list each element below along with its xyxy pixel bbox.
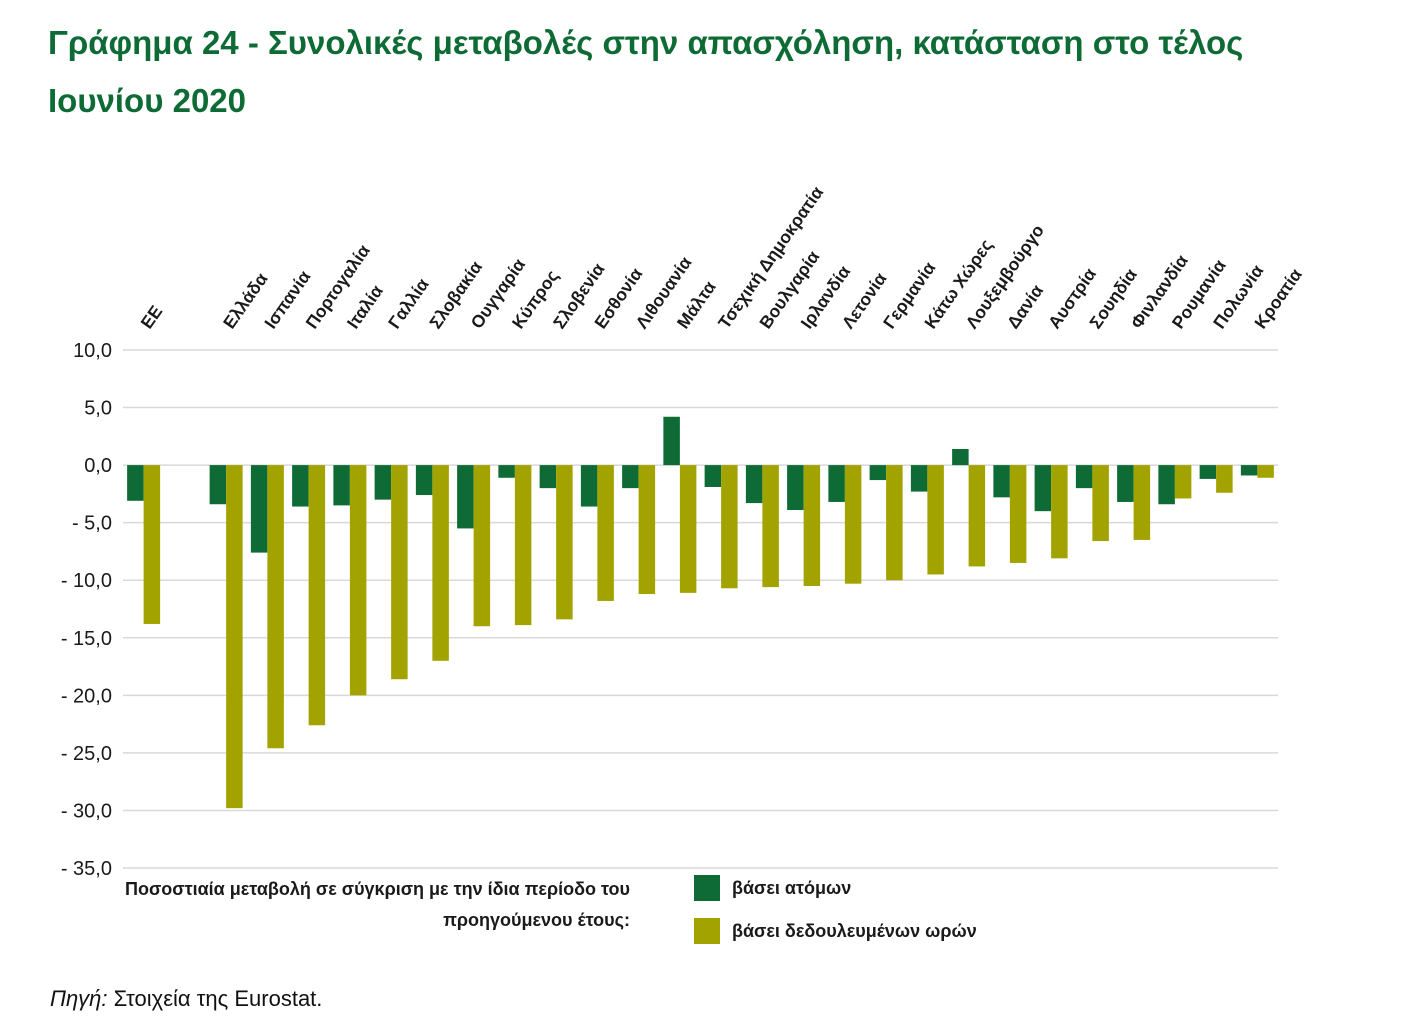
bar-persons — [580, 465, 598, 507]
bar-persons — [209, 465, 227, 505]
bar-persons — [127, 465, 144, 501]
category-label: ΕΕ — [137, 302, 167, 333]
y-tick-label: 5,0 — [84, 398, 112, 420]
bar-persons — [910, 465, 928, 492]
legend-item-hours: βάσει δεδουλευμένων ωρών — [694, 917, 977, 945]
chart-title: Γράφημα 24 - Συνολικές μεταβολές στην απ… — [48, 24, 1244, 119]
bar-hours — [267, 465, 284, 749]
category-labels: ΕΕ ΕλλάδαΙσπανίαΠορτογαλίαΙταλίαΓαλλίαΣλο… — [137, 182, 1306, 332]
bar-hours — [927, 465, 944, 575]
y-tick-label: 0,0 — [84, 455, 112, 477]
category-label: Ιταλία — [343, 281, 387, 332]
bar-persons — [1199, 465, 1217, 479]
bar-hours — [556, 465, 573, 620]
bar-persons — [993, 465, 1010, 498]
bar-persons — [415, 465, 433, 496]
bar-hours — [391, 465, 408, 680]
y-tick-label: - 35,0 — [61, 858, 112, 880]
y-tick-label: - 5,0 — [72, 513, 112, 535]
bar-hours — [432, 465, 449, 661]
bar-persons — [828, 465, 845, 502]
bar-persons — [704, 465, 722, 487]
bar-hours — [886, 465, 903, 581]
bar-persons — [1034, 465, 1052, 512]
bar-hours — [226, 465, 243, 809]
bar-persons — [374, 465, 392, 500]
y-tick-label: - 15,0 — [61, 628, 112, 650]
bar-hours — [721, 465, 738, 589]
legend-label-persons: βάσει ατόμων — [732, 877, 852, 898]
axis-note: Ποσοστιαία μεταβολή σε σύγκριση με την ί… — [124, 879, 630, 930]
bar-hours — [1092, 465, 1109, 542]
bar-hours — [1216, 465, 1233, 493]
bar-persons — [1240, 465, 1258, 476]
legend-label-hours: βάσει δεδουλευμένων ωρών — [732, 920, 977, 941]
source-label: Πηγή: — [50, 986, 108, 1011]
bar-persons — [622, 465, 639, 489]
bar-persons — [333, 465, 350, 506]
bar-hours — [143, 465, 161, 624]
bar-persons — [1117, 465, 1134, 502]
bar-persons — [457, 465, 474, 529]
legend-swatch-hours — [694, 918, 720, 944]
bar-hours — [968, 465, 986, 567]
gridlines — [123, 349, 1278, 869]
bar-hours — [1257, 465, 1274, 478]
bar-persons — [498, 465, 515, 478]
bar-persons — [292, 465, 309, 507]
bar-hours — [679, 465, 697, 593]
category-label: Δανία — [1003, 281, 1047, 333]
bar-persons — [745, 465, 763, 504]
bar-hours — [349, 465, 367, 696]
y-tick-label: - 30,0 — [61, 800, 112, 822]
y-tick-label: - 20,0 — [61, 685, 112, 707]
bar-persons — [1075, 465, 1093, 489]
bar-persons — [663, 416, 680, 466]
bar-hours — [1174, 465, 1192, 499]
bar-hours — [514, 465, 532, 626]
bar-persons — [787, 465, 804, 511]
source-text: Στοιχεία της Eurostat. — [107, 986, 323, 1011]
bar-hours — [638, 465, 656, 595]
bar-hours — [473, 465, 491, 627]
bar-persons — [539, 465, 557, 489]
bar-hours — [1133, 465, 1151, 540]
bar-hours — [762, 465, 779, 588]
bar-persons — [952, 448, 969, 466]
bar-persons — [250, 465, 268, 553]
bar-hours — [597, 465, 614, 601]
bar-hours — [803, 465, 821, 586]
bar-hours — [844, 465, 862, 584]
y-tick-label: - 10,0 — [61, 570, 112, 592]
category-label: Γαλλία — [384, 274, 433, 332]
y-axis-tick-labels: 10,0 5,0 0,0 - 5,0 - 10,0 - 15,0 - 20,0 - 25,0 -… — [61, 340, 112, 880]
source-note: Πηγή: Στοιχεία της Eurostat. — [50, 986, 322, 1012]
legend-item-persons: βάσει ατόμων — [694, 874, 851, 902]
bar-persons — [869, 465, 887, 481]
bar-hours — [1051, 465, 1068, 559]
y-tick-label: - 25,0 — [61, 743, 112, 765]
bar-hours — [1009, 465, 1027, 563]
bar-persons — [1158, 465, 1175, 505]
bars — [127, 416, 1274, 809]
bar-hours — [308, 465, 326, 726]
legend-swatch-persons — [694, 875, 720, 901]
y-tick-label: 10,0 — [73, 340, 112, 362]
